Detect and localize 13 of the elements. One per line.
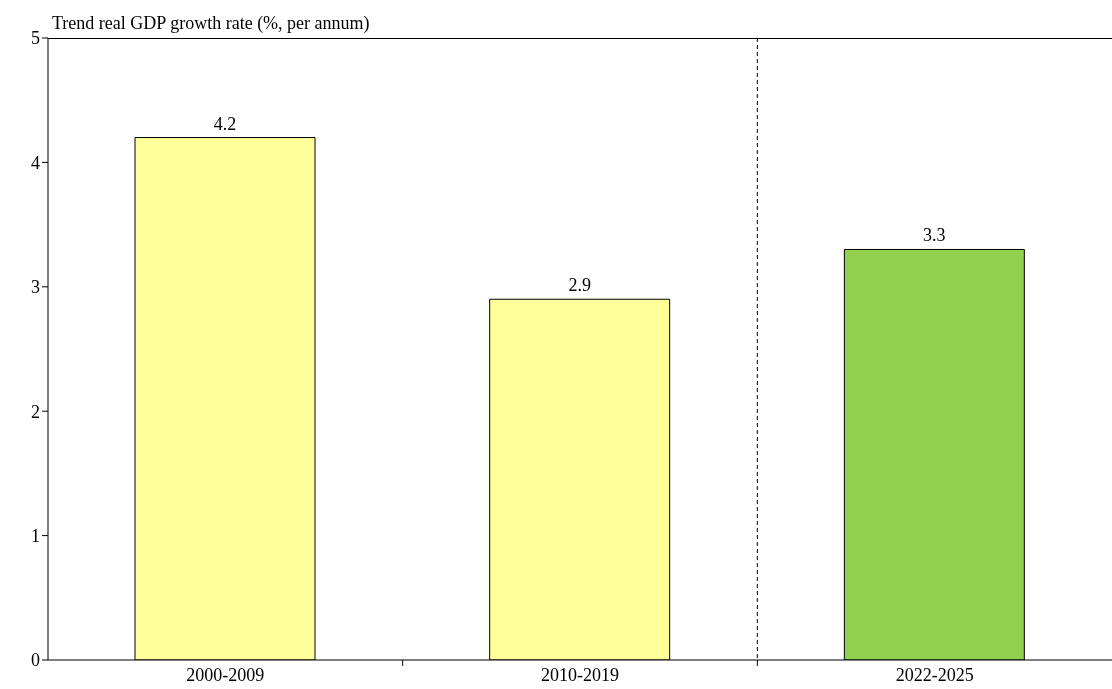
y-tick-label: 2 <box>31 401 40 422</box>
data-label: 4.2 <box>213 113 237 134</box>
chart-title: Trend real GDP growth rate (%, per annum) <box>52 13 370 34</box>
y-tick-label: 0 <box>31 650 40 671</box>
y-tick-label: 1 <box>31 525 40 546</box>
y-tick-label: 5 <box>31 28 40 49</box>
data-label: 2.9 <box>568 275 591 296</box>
x-tick-label: 2010-2019 <box>541 664 619 685</box>
x-tick-label: 2000-2009 <box>186 664 265 685</box>
x-tick-label: 2022-2025 <box>895 664 974 685</box>
y-tick-label: 3 <box>31 277 40 298</box>
data-label: 3.3 <box>923 225 946 246</box>
y-tick-label: 4 <box>31 152 40 173</box>
